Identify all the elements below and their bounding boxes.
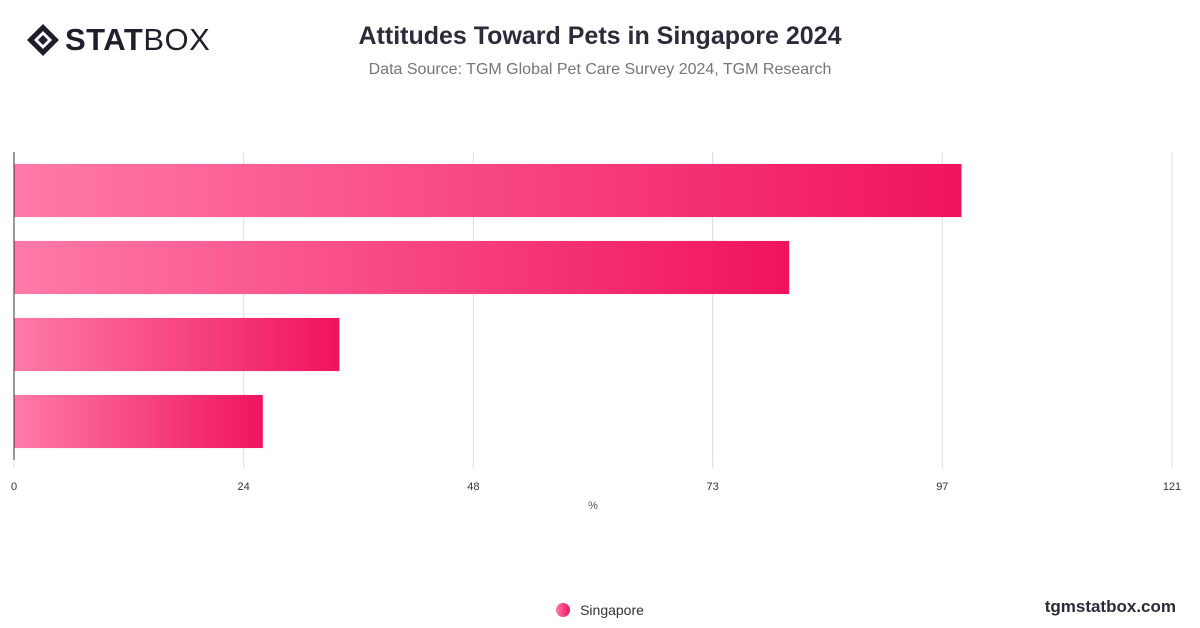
brand-light: BOX [143,22,211,57]
brand-name: STATBOX [65,22,210,58]
legend[interactable]: Singapore [0,602,1200,618]
chart-subtitle: Data Source: TGM Global Pet Care Survey … [368,61,832,78]
x-tick-label: 24 [238,481,250,493]
x-tick-label: 121 [1163,481,1181,493]
bar[interactable] [14,240,790,295]
x-tick-label: 0 [11,481,17,493]
x-tick-label: 97 [936,481,948,493]
chart-title: Attitudes Toward Pets in Singapore 2024 [358,22,842,50]
statbox-logo: STATBOX [26,22,210,58]
legend-label: Singapore [580,602,644,618]
statbox-diamond-icon [27,24,59,56]
bar[interactable] [14,317,340,372]
bar[interactable] [14,163,962,218]
bars [14,163,962,449]
legend-swatch-icon [556,603,571,617]
bar[interactable] [14,394,263,449]
axes: 0 24 48 73 97 121% [11,152,1181,512]
brand-bold: STAT [65,22,144,57]
x-axis-label: % [588,500,598,512]
watermark: tgmstatbox.com [1044,597,1176,616]
x-tick-label: 48 [467,481,479,493]
x-tick-label: 73 [707,481,719,493]
